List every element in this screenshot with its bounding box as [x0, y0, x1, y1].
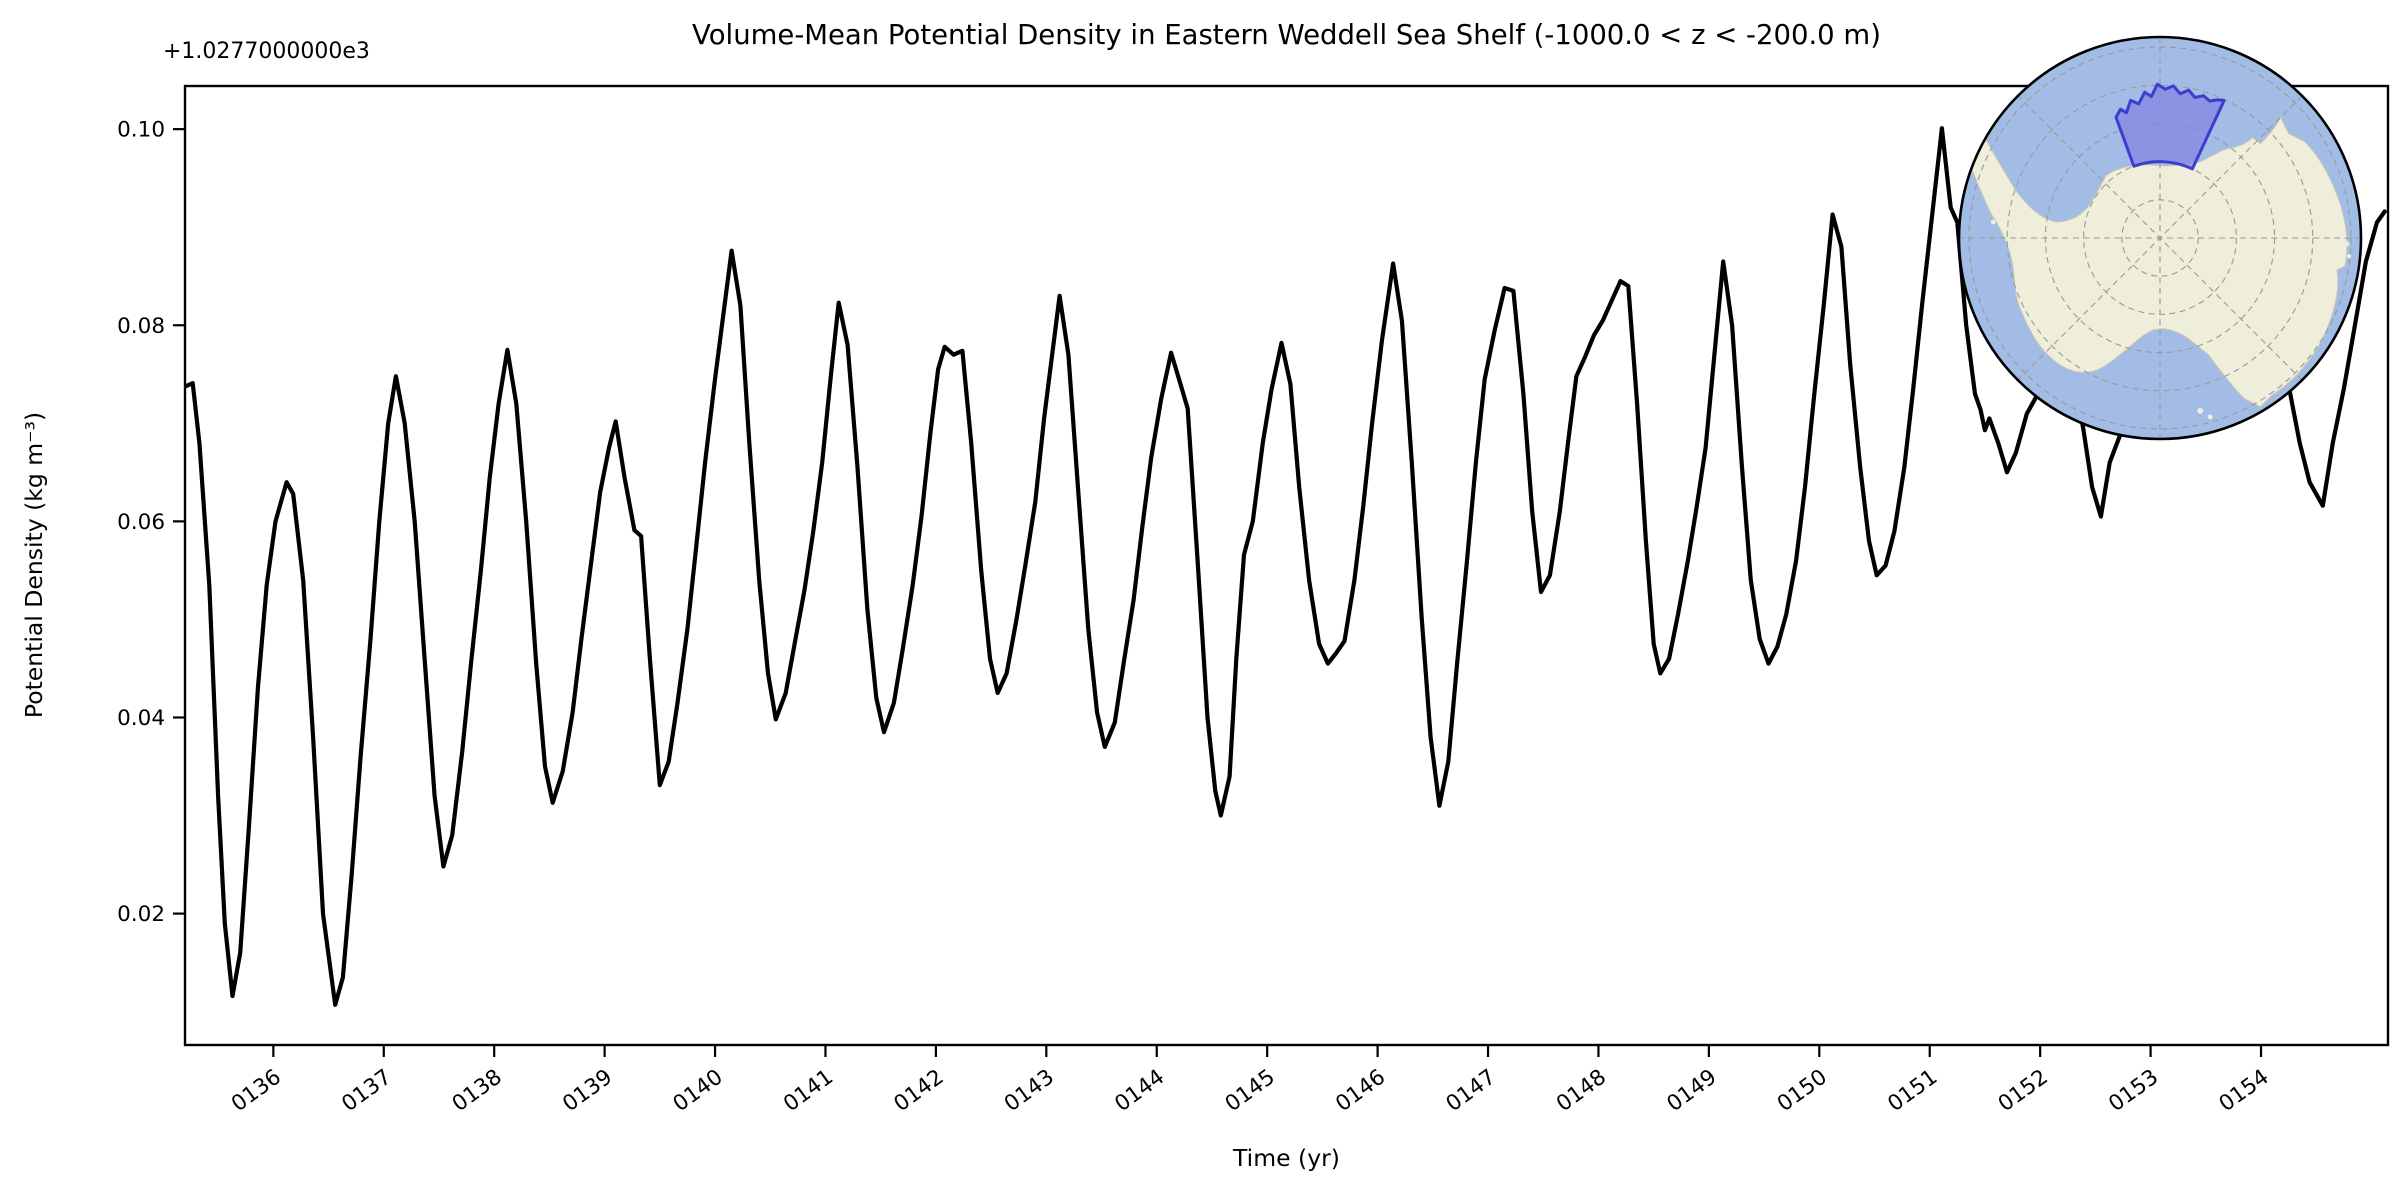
y-tick-label: 0.02 — [117, 902, 165, 927]
map-island — [2197, 407, 2204, 414]
x-tick-label: 0150 — [1773, 1065, 1832, 1117]
potential-density-line — [185, 126, 2387, 1007]
x-tick-label: 0137 — [337, 1065, 396, 1117]
x-tick-label: 0154 — [2215, 1065, 2274, 1117]
map-island — [1990, 219, 1996, 225]
y-tick-label: 0.06 — [117, 510, 165, 535]
y-tick-label: 0.04 — [117, 706, 165, 731]
x-tick-label: 0151 — [1883, 1065, 1942, 1117]
x-tick-label: 0146 — [1331, 1065, 1390, 1117]
map-antarctica-land — [1962, 116, 2348, 408]
y-axis-offset-text: +1.0277000000e3 — [163, 39, 370, 64]
x-axis-label: Time (yr) — [1232, 1144, 1340, 1172]
y-axis-label: Potential Density (kg m⁻³) — [20, 412, 48, 718]
x-tick-label: 0136 — [227, 1065, 286, 1117]
x-tick-label: 0145 — [1221, 1065, 1280, 1117]
map-island — [2004, 183, 2010, 189]
x-tick-label: 0142 — [889, 1065, 948, 1117]
map-region-eastern-weddell-shelf — [2114, 82, 2226, 171]
x-tick-label: 0140 — [669, 1065, 728, 1117]
plot-title: Volume-Mean Potential Density in Eastern… — [692, 19, 1881, 51]
x-tick-label: 0139 — [558, 1065, 617, 1117]
x-tick-label: 0147 — [1442, 1065, 1501, 1117]
x-tick-label: 0153 — [2104, 1065, 2163, 1117]
x-tick-label: 0152 — [1994, 1065, 2053, 1117]
map-boundary-circle — [1957, 35, 2363, 441]
x-tick-label: 0144 — [1110, 1065, 1169, 1117]
x-tick-label: 0148 — [1552, 1065, 1611, 1117]
y-tick-label: 0.08 — [117, 314, 165, 339]
map-island — [2344, 241, 2350, 247]
axes-spines — [183, 84, 2390, 1047]
x-tick-label: 0149 — [1662, 1065, 1721, 1117]
x-tick-label: 0141 — [779, 1065, 838, 1117]
antarctica-inset-map — [1959, 37, 2361, 439]
x-tick-label: 0138 — [448, 1065, 507, 1117]
map-island — [2346, 253, 2352, 259]
x-tick-label: 0143 — [1000, 1065, 1059, 1117]
tick-marks — [173, 128, 2263, 1057]
y-tick-label: 0.10 — [117, 118, 165, 143]
map-island — [2207, 414, 2213, 420]
map-island — [1996, 198, 2003, 205]
